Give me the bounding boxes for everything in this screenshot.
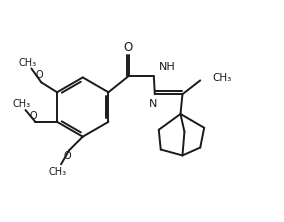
Text: CH₃: CH₃ <box>48 167 66 177</box>
Text: O: O <box>63 151 71 161</box>
Text: CH₃: CH₃ <box>12 99 31 109</box>
Text: NH: NH <box>159 61 176 71</box>
Text: O: O <box>124 41 133 54</box>
Text: CH₃: CH₃ <box>18 58 37 68</box>
Text: O: O <box>36 70 43 80</box>
Text: N: N <box>149 99 157 109</box>
Text: O: O <box>30 111 37 121</box>
Text: CH₃: CH₃ <box>212 73 231 83</box>
